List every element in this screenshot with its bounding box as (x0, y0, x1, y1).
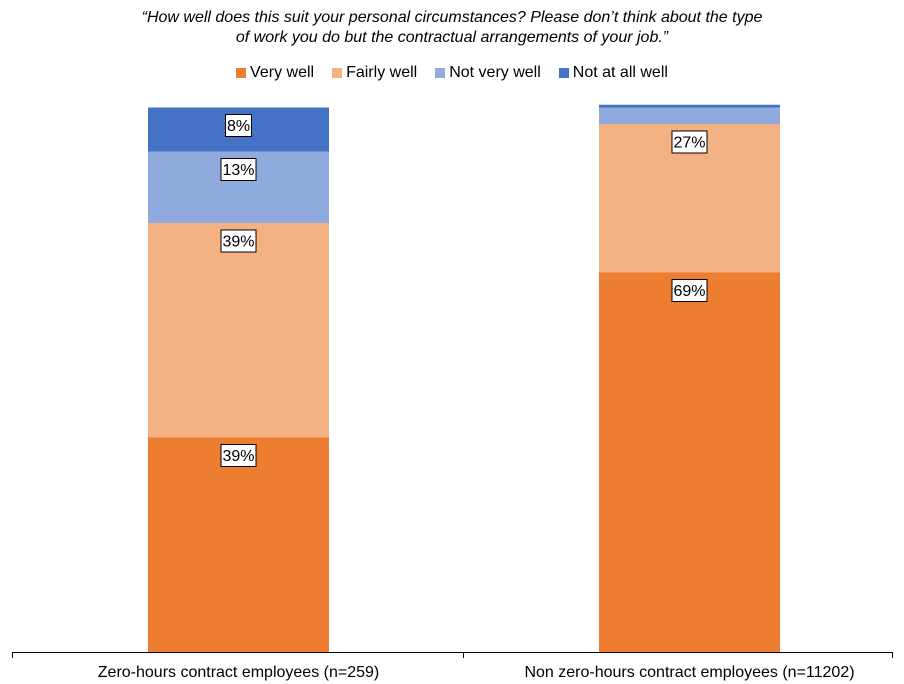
legend-swatch-not-at-all-well (558, 68, 569, 78)
legend-swatch-not-very-well (435, 68, 446, 78)
data-label-box-very-well-0 (220, 444, 257, 467)
chart-legend: Very well Fairly well Not very well Not … (0, 63, 904, 83)
bar-segment-not-at-all-well-1 (599, 104, 780, 108)
legend-swatch-very-well (236, 68, 247, 78)
legend-item-very-well: Very well (236, 63, 314, 83)
category-label-0: Zero-hours contract employees (n=259) (98, 664, 379, 681)
legend-item-fairly-well: Fairly well (332, 63, 417, 83)
data-label-very-well-0: 39% (222, 448, 254, 465)
legend-item-not-at-all-well: Not at all well (558, 63, 668, 83)
data-label-fairly-well-0: 39% (222, 234, 254, 251)
category-label-1: Non zero-hours contract employees (n=112… (524, 664, 854, 681)
data-label-not-at-all-well-0: 8% (227, 118, 250, 135)
data-label-box-not-at-all-well-0 (225, 114, 252, 137)
chart-title-line-2: of work you do but the contractual arran… (235, 29, 669, 46)
bar-segment-not-very-well-1 (599, 107, 780, 124)
legend-item-not-very-well: Not very well (435, 63, 541, 83)
data-label-box-not-very-well-0 (220, 158, 257, 181)
bar-segment-very-well-0 (148, 437, 329, 652)
bar-segment-very-well-1 (599, 272, 780, 652)
data-label-fairly-well-1: 27% (673, 135, 705, 152)
chart-title: “How well does this suit your personal c… (0, 8, 904, 48)
legend-label-not-at-all-well: Not at all well (572, 64, 668, 81)
data-label-box-very-well-1 (671, 279, 708, 302)
data-label-very-well-1: 69% (673, 283, 705, 300)
chart-title-line-1: “How well does this suit your personal c… (141, 9, 763, 26)
legend-label-not-very-well: Not very well (449, 64, 541, 81)
data-label-box-fairly-well-0 (220, 229, 257, 253)
data-label-not-very-well-0: 13% (222, 162, 254, 179)
legend-swatch-fairly-well (332, 68, 343, 78)
data-label-box-fairly-well-1 (671, 130, 708, 154)
legend-label-fairly-well: Fairly well (346, 64, 418, 81)
bar-segment-fairly-well-0 (148, 223, 329, 438)
legend-label-very-well: Very well (250, 64, 315, 81)
